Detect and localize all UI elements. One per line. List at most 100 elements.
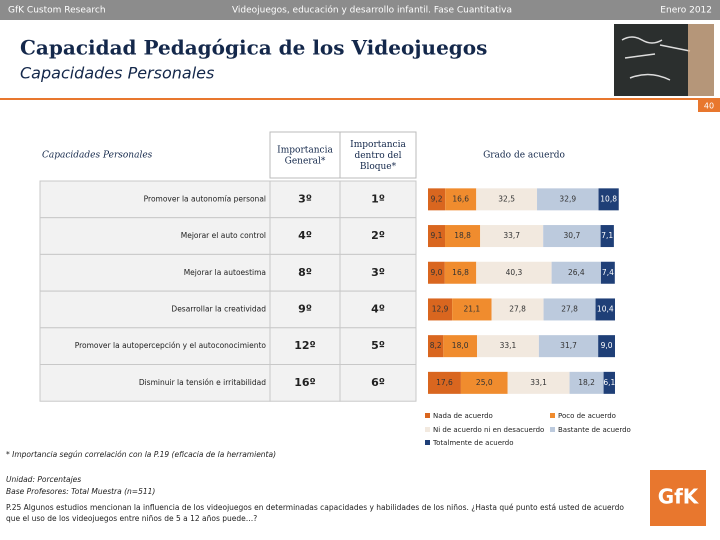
- rank-bloque: 3º: [371, 266, 385, 279]
- bar-segment: [603, 371, 615, 394]
- row-label: Desarrollar la creatividad: [171, 304, 266, 313]
- row-cell: [339, 364, 417, 402]
- header-bar: [0, 0, 720, 20]
- value-label: 9,1: [431, 231, 443, 240]
- bar-segment: [543, 225, 601, 248]
- rank-general: 3º: [298, 192, 312, 205]
- value-label: 25,0: [476, 378, 493, 387]
- bar-segment: [460, 371, 508, 394]
- page-number: 40: [704, 102, 714, 111]
- header-cell: [339, 131, 417, 179]
- bar-segment: [428, 298, 453, 321]
- value-label: 31,7: [560, 341, 577, 350]
- note: Unidad: Porcentajes: [6, 475, 81, 484]
- rank-general: 9º: [298, 302, 312, 315]
- value-label: 18,2: [578, 378, 595, 387]
- legend-label: Bastante de acuerdo: [558, 426, 631, 434]
- bar-segment: [595, 298, 615, 321]
- row-cell: [269, 327, 341, 365]
- logo: GfK: [658, 485, 700, 509]
- bar-segment: [537, 188, 599, 211]
- row-cell: [339, 290, 417, 329]
- rule: [0, 98, 720, 100]
- legend-label: Poco de acuerdo: [558, 412, 616, 420]
- column-header-line: dentro del: [354, 151, 401, 161]
- table: Importancia General*Importancia dentro del…: [39, 131, 619, 402]
- legend-label: Nada de acuerdo: [433, 412, 493, 420]
- column-header-line: Importancia: [277, 145, 333, 155]
- column-header: Grado de acuerdo: [483, 151, 565, 161]
- bar-segment: [491, 298, 544, 321]
- bar-segment: [551, 261, 601, 284]
- value-label: 32,5: [498, 194, 515, 203]
- header-left: GfK Custom Research: [8, 6, 106, 16]
- row-cell: [39, 327, 271, 365]
- value-label: 7,4: [602, 268, 614, 277]
- column-header-line: General*: [285, 156, 326, 166]
- rank-general: 8º: [298, 266, 312, 279]
- value-label: 10,8: [600, 194, 617, 203]
- value-label: 27,8: [509, 304, 526, 313]
- rank-general: 16º: [294, 376, 316, 389]
- value-label: 9,0: [430, 268, 442, 277]
- value-label: 9,2: [431, 194, 443, 203]
- value-label: 27,8: [561, 304, 578, 313]
- rank-bloque: 1º: [371, 192, 385, 205]
- value-label: 6,1: [603, 378, 615, 387]
- bar-segment: [476, 335, 539, 358]
- bar-segment: [476, 261, 552, 284]
- bar-segment: [443, 335, 477, 358]
- header-cell: [269, 131, 341, 179]
- bar-segment: [538, 335, 599, 358]
- value-label: 10,4: [597, 304, 614, 313]
- column-header-line: Bloque*: [360, 162, 397, 172]
- value-label: 12,9: [432, 304, 449, 313]
- value-label: 9,0: [601, 341, 613, 350]
- column-header: Capacidades Personales: [42, 151, 153, 161]
- question: P.25 Algunos estudios mencionan la influ…: [6, 503, 624, 523]
- bar-segment: [600, 261, 615, 284]
- value-label: 7,1: [601, 231, 613, 240]
- value-label: 16,8: [452, 268, 469, 277]
- row-label: Promover la autonomía personal: [144, 194, 266, 203]
- row-cell: [339, 217, 417, 255]
- value-label: 33,7: [503, 231, 520, 240]
- title: Capacidad Pedagógica de los Videojuegos: [20, 36, 487, 60]
- bar-segment: [428, 188, 446, 211]
- value-label: 40,3: [506, 268, 523, 277]
- bar-segment: [598, 188, 619, 211]
- legend-swatch: [425, 440, 430, 445]
- bar-segment: [543, 298, 596, 321]
- bar-segment: [600, 225, 614, 248]
- value-label: 16,6: [452, 194, 469, 203]
- rank-bloque: 5º: [371, 339, 385, 352]
- logo-box: [650, 470, 706, 526]
- value-label: 18,8: [454, 231, 471, 240]
- photo-hand: [688, 24, 714, 96]
- legend: Nada de acuerdo Poco de acuerdo Ni de acue…: [425, 412, 631, 447]
- row-cell: [39, 253, 271, 292]
- bar-segment: [507, 371, 570, 394]
- row-label: Disminuir la tensión e irritabilidad: [139, 378, 266, 387]
- rank-general: 12º: [294, 339, 316, 352]
- legend-label: Ni de acuerdo ni en desacuerdo: [433, 426, 544, 434]
- row-label: Promover la autopercepción y el autocono…: [75, 341, 267, 350]
- value-label: 33,1: [530, 378, 547, 387]
- bar-segment: [444, 261, 477, 284]
- legend-swatch: [550, 413, 555, 418]
- header-right: Enero 2012: [660, 6, 712, 16]
- note: Base Profesores: Total Muestra (n=511): [6, 487, 155, 496]
- value-label: 33,1: [500, 341, 517, 350]
- rank-general: 4º: [298, 229, 312, 242]
- bar-segment: [598, 335, 615, 358]
- bar-segment: [445, 188, 477, 211]
- value-label: 17,6: [436, 378, 453, 387]
- bar-segment: [569, 371, 604, 394]
- bar-segment: [428, 225, 446, 248]
- row-cell: [39, 180, 271, 219]
- row-cell: [39, 290, 271, 329]
- legend-swatch: [425, 427, 430, 432]
- value-label: 8,2: [430, 341, 442, 350]
